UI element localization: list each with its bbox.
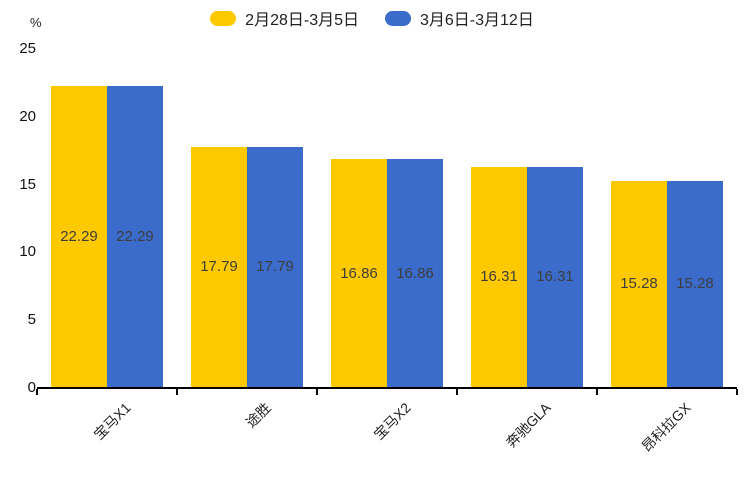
x-axis-tick-mark <box>176 389 178 395</box>
bar-value-label: 17.79 <box>256 258 294 276</box>
legend-marker-series-1-icon <box>210 10 237 26</box>
x-axis-tick-mark <box>316 389 318 395</box>
x-axis-tick-mark <box>456 389 458 395</box>
bar-3月6日-3月12日-宝马X2 <box>387 159 443 388</box>
legend-label-series-2: 3月6日-3月12日 <box>420 12 534 29</box>
y-axis-tick-label: 20 <box>19 107 36 125</box>
x-axis-tick-mark <box>596 389 598 395</box>
bar-3月6日-3月12日-奔驰GLA <box>527 166 583 388</box>
x-axis-category-label: 奔驰GLA <box>502 399 554 451</box>
bar-3月6日-3月12日-途胜 <box>247 146 303 388</box>
bar-value-label: 15.28 <box>620 275 658 293</box>
bar-3月6日-3月12日-宝马X1 <box>107 85 163 388</box>
bar-value-label: 16.86 <box>340 264 378 282</box>
y-axis-tick-label: 10 <box>19 243 36 261</box>
x-axis-tick-mark <box>36 389 38 395</box>
legend-marker-series-2-icon <box>385 10 411 26</box>
y-axis-tick-label: 15 <box>19 175 36 193</box>
x-axis-category-label: 途胜 <box>242 399 274 431</box>
bar-2月28日-3月5日-宝马X1 <box>51 85 107 388</box>
bar-value-label: 16.86 <box>396 264 434 282</box>
y-axis-tick-label: 25 <box>19 40 36 57</box>
bar-value-label: 16.31 <box>480 268 518 286</box>
bar-value-label: 17.79 <box>200 258 238 276</box>
x-axis-category-label: 宝马X1 <box>90 399 134 443</box>
bar-value-label: 22.29 <box>116 227 154 245</box>
chart-legend: 2月28日-3月5日 3月6日-3月12日 <box>0 6 744 30</box>
legend-label-series-1: 2月28日-3月5日 <box>245 12 359 29</box>
bar-2月28日-3月5日-途胜 <box>191 146 247 388</box>
bar-3月6日-3月12日-昂科拉GX <box>667 180 723 388</box>
x-axis-line <box>37 387 737 389</box>
x-axis-category-label: 昂科拉GX <box>638 399 694 455</box>
bar-value-label: 16.31 <box>536 268 574 286</box>
bar-2月28日-3月5日-奔驰GLA <box>471 166 527 388</box>
bar-2月28日-3月5日-宝马X2 <box>331 159 387 388</box>
bar-value-label: 22.29 <box>60 227 98 245</box>
y-axis-unit-label: % <box>30 15 42 30</box>
x-axis-tick-mark <box>736 389 738 395</box>
bar-value-label: 15.28 <box>676 275 714 293</box>
legend-item-series-1: 2月28日-3月5日 <box>210 6 359 30</box>
y-axis-tick-label: 5 <box>27 311 36 329</box>
bar-2月28日-3月5日-昂科拉GX <box>611 180 667 388</box>
legend-item-series-2: 3月6日-3月12日 <box>385 6 534 30</box>
x-axis-category-label: 宝马X2 <box>370 399 414 443</box>
y-axis-tick-label: 0 <box>27 379 36 396</box>
